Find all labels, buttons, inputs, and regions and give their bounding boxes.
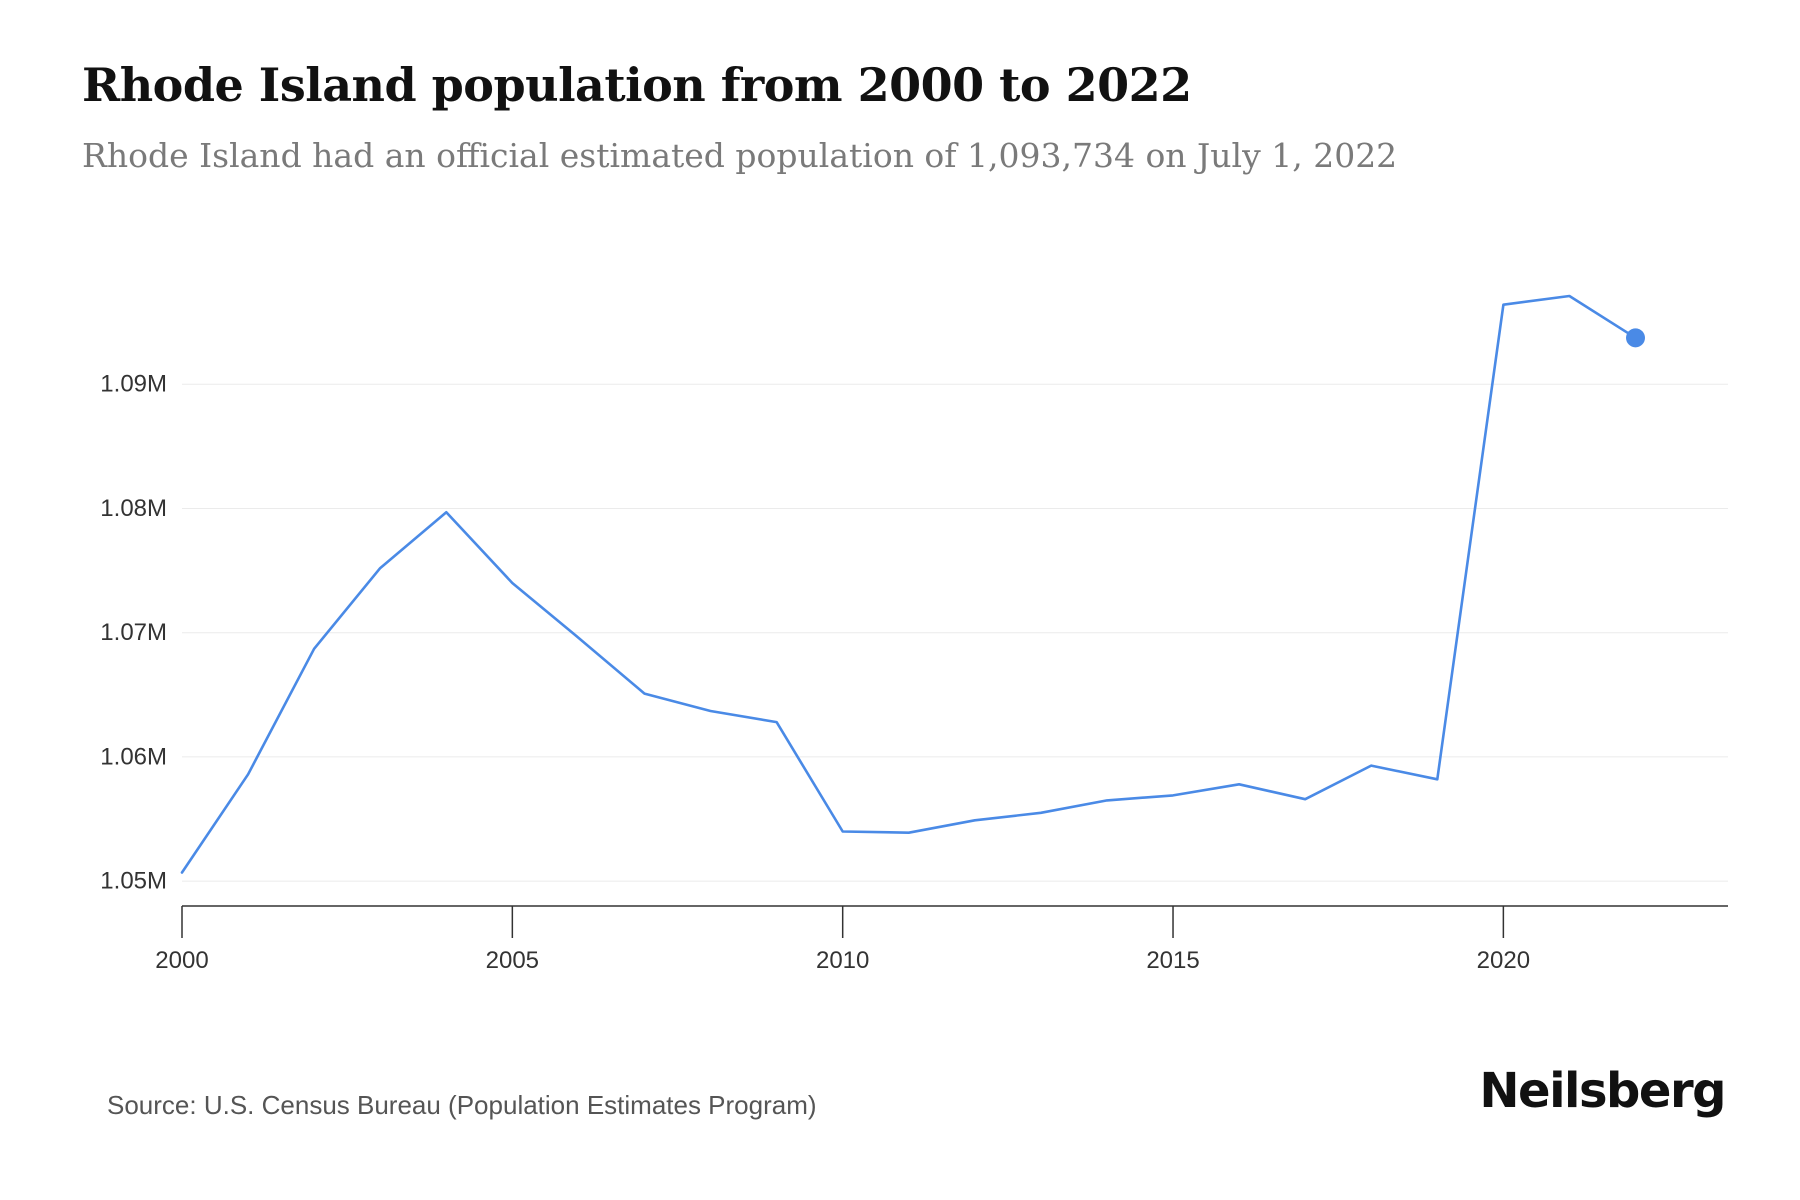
x-tick-label: 2000 [155, 947, 208, 974]
brand-logo: Neilsberg [1479, 1063, 1726, 1119]
series-line-population [180, 294, 1637, 874]
y-axis-ticks: 1.05M 1.06M 1.07M 1.08M 1.09M [100, 371, 167, 895]
x-tick-label: 2020 [1477, 947, 1530, 974]
chart-subtitle: Rhode Island had an official estimated p… [82, 136, 1398, 175]
x-tick-label: 2015 [1146, 947, 1199, 974]
y-tick-label: 1.06M [100, 743, 167, 770]
chart-title: Rhode Island population from 2000 to 202… [82, 58, 1192, 112]
last-point-marker [1626, 328, 1646, 348]
y-tick-label: 1.07M [100, 619, 167, 646]
gridlines [182, 383, 1728, 882]
source-note: Source: U.S. Census Bureau (Population E… [107, 1090, 817, 1120]
x-axis: 2000 2005 2010 2015 2020 [155, 905, 1728, 974]
y-tick-label: 1.08M [100, 495, 167, 522]
y-tick-label: 1.05M [100, 868, 167, 895]
series-layer [180, 294, 1646, 874]
x-tick-label: 2005 [486, 947, 539, 974]
y-tick-label: 1.09M [100, 371, 167, 398]
x-tick-label: 2010 [816, 947, 869, 974]
